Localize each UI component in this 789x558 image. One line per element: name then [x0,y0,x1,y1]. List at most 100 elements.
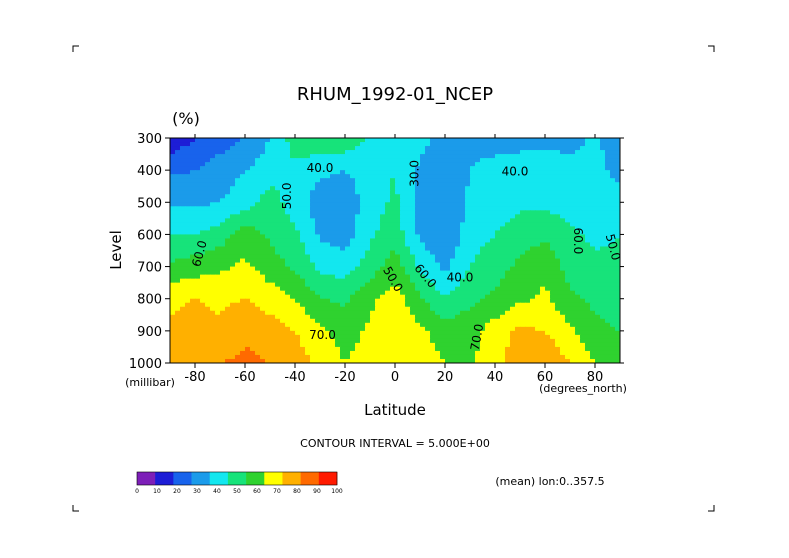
field-cell [590,214,596,219]
field-cell [605,270,611,276]
field-cell [320,174,326,179]
field-cell [275,146,281,151]
field-cell [500,302,506,308]
field-cell [185,242,191,248]
field-cell [320,234,326,240]
field-cell [385,286,391,292]
field-cell [220,146,226,151]
field-cell [520,138,526,143]
field-cell [605,234,611,240]
field-cell [305,246,311,252]
field-cell [205,174,211,179]
field-cell [505,274,511,280]
field-cell [455,162,461,167]
field-cell [205,350,211,356]
field-cell [435,230,441,236]
field-cell [315,218,321,223]
field-cell [375,294,381,300]
field-cell [450,266,456,272]
field-cell [265,206,271,211]
field-cell [355,346,361,352]
field-cell [270,158,276,163]
field-cell [540,198,546,203]
field-cell [350,174,356,179]
field-cell [295,234,301,240]
field-cell [210,322,216,328]
field-cell [255,230,261,236]
field-cell [225,182,231,187]
field-cell [335,210,341,215]
field-cell [395,262,401,268]
field-cell [205,314,211,320]
field-cell [425,246,431,252]
field-cell [310,154,316,159]
field-cell [295,342,301,348]
field-cell [475,310,481,316]
field-cell [530,350,536,356]
field-cell [320,190,326,195]
field-cell [330,234,336,240]
field-cell [450,214,456,219]
field-cell [425,166,431,171]
field-cell [365,202,371,207]
field-cell [480,302,486,308]
field-cell [225,174,231,179]
field-cell [580,206,586,211]
field-cell [500,238,506,244]
field-cell [555,266,561,272]
field-cell [260,146,266,151]
field-cell [240,322,246,328]
field-cell [450,270,456,276]
field-cell [305,194,311,199]
field-cell [335,162,341,167]
field-cell [415,214,421,219]
field-cell [405,338,411,344]
field-cell [555,262,561,268]
field-cell [585,334,591,340]
field-cell [565,178,571,183]
field-cell [340,334,346,340]
field-cell [455,170,461,175]
field-cell [360,270,366,276]
field-cell [400,190,406,195]
field-cell [400,214,406,219]
field-cell [530,322,536,328]
field-cell [520,290,526,296]
field-cell [265,314,271,320]
field-cell [385,302,391,308]
field-cell [235,218,241,223]
field-cell [295,318,301,324]
field-cell [565,214,571,219]
field-cell [325,350,331,356]
field-cell [460,266,466,272]
field-cell [315,246,321,252]
field-cell [440,242,446,248]
field-cell [320,266,326,272]
field-cell [435,346,441,352]
field-cell [600,246,606,252]
field-cell [395,246,401,252]
field-cell [180,222,186,227]
field-cell [375,170,381,175]
field-cell [375,302,381,308]
field-cell [525,226,531,232]
field-cell [495,210,501,215]
field-cell [460,354,466,360]
field-cell [580,222,586,227]
field-cell [565,154,571,159]
field-cell [380,302,386,308]
field-cell [530,214,536,219]
field-cell [550,342,556,348]
field-cell [345,162,351,167]
field-cell [425,150,431,155]
field-cell [570,234,576,240]
field-cell [365,142,371,147]
field-cell [450,278,456,284]
field-cell [505,278,511,284]
field-cell [610,254,616,260]
field-cell [600,346,606,352]
field-cell [540,166,546,171]
field-cell [210,218,216,223]
field-cell [405,250,411,256]
field-cell [290,350,296,356]
